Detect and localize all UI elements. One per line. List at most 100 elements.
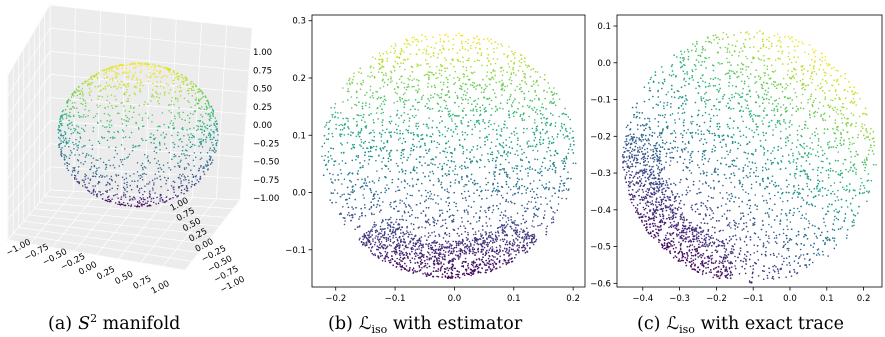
scatter-point	[526, 227, 528, 229]
scatter-point	[422, 256, 425, 259]
sphere-point	[191, 143, 194, 146]
scatter-point	[418, 264, 420, 267]
scatter-point	[532, 109, 534, 112]
scatter-point	[393, 223, 395, 226]
sphere-point	[148, 68, 150, 71]
scatter-point	[335, 123, 337, 126]
scatter-point	[540, 170, 543, 173]
sphere-point	[157, 167, 159, 170]
scatter-point	[516, 180, 519, 183]
scatter-point	[412, 132, 415, 134]
sphere-point	[199, 89, 202, 92]
scatter-point	[416, 91, 419, 94]
sphere-point	[154, 63, 156, 66]
scatter-point	[438, 131, 441, 134]
scatter-point	[347, 117, 349, 120]
scatter-point	[518, 250, 520, 252]
scatter-point	[387, 256, 390, 259]
sphere-point	[141, 178, 144, 181]
scatter-point	[456, 133, 459, 135]
sphere-point	[180, 182, 182, 184]
scatter-point	[330, 106, 332, 109]
sphere-point	[159, 198, 161, 200]
scatter-point	[549, 160, 551, 162]
scatter-point	[436, 275, 438, 278]
scatter-point	[369, 147, 372, 149]
sphere-point	[72, 92, 74, 95]
scatter-point	[435, 72, 437, 74]
sphere-point	[193, 110, 196, 113]
scatter-point	[470, 47, 472, 49]
scatter-point	[505, 241, 508, 244]
scatter-point	[506, 56, 509, 58]
scatter-point	[404, 241, 406, 243]
sphere-point	[158, 141, 161, 143]
scatter-point	[484, 127, 487, 130]
scatter-point	[343, 178, 346, 180]
scatter-point	[409, 241, 412, 244]
scatter-point	[399, 65, 401, 68]
sphere-point	[167, 104, 170, 106]
scatter-point	[513, 167, 516, 170]
sphere-point	[84, 186, 87, 188]
scatter-point	[430, 56, 432, 58]
scatter-point	[505, 261, 507, 264]
scatter-point	[404, 68, 406, 71]
scatter-point	[368, 155, 370, 158]
scatter-point	[366, 185, 369, 187]
sphere-point	[159, 144, 161, 146]
grid-line	[49, 120, 245, 136]
scatter-point	[525, 64, 527, 66]
sphere-point	[205, 100, 208, 102]
scatter-point	[434, 163, 436, 166]
scatter-point	[454, 182, 456, 184]
scatter-point	[376, 230, 379, 233]
scatter-point	[389, 151, 391, 154]
sphere-point	[74, 176, 76, 179]
sphere-point	[185, 157, 187, 160]
scatter-point	[433, 231, 436, 233]
scatter-point	[435, 65, 438, 68]
sphere-point	[202, 140, 204, 142]
scatter-point	[493, 47, 495, 50]
scatter-point	[481, 234, 484, 236]
sphere-point	[137, 205, 139, 208]
scatter-point	[334, 111, 337, 114]
scatter-point	[340, 133, 343, 136]
scatter-point	[529, 190, 532, 193]
scatter-point	[487, 98, 489, 100]
scatter-point	[545, 124, 547, 127]
sphere-point	[198, 145, 200, 147]
scatter-point	[463, 211, 466, 213]
scatter-point	[490, 236, 492, 239]
sphere-point	[120, 161, 123, 163]
scatter-point	[426, 258, 428, 261]
sphere-point	[125, 71, 127, 74]
sphere-point	[130, 107, 132, 109]
scatter-point	[506, 102, 509, 104]
sphere-point	[176, 97, 179, 100]
sphere-point	[113, 131, 115, 133]
scatter-point	[324, 126, 326, 128]
sphere-point	[144, 202, 147, 204]
scatter-point	[476, 265, 479, 268]
sphere-point	[146, 183, 148, 185]
sphere-point	[178, 90, 181, 93]
sphere-point	[62, 141, 65, 143]
scatter-point	[398, 246, 401, 248]
sphere-point	[70, 96, 73, 98]
scatter-point	[353, 143, 355, 146]
scatter-point	[380, 150, 383, 152]
scatter-point	[510, 60, 512, 62]
scatter-point	[433, 140, 436, 143]
sphere-point	[110, 86, 112, 88]
scatter-point	[449, 243, 451, 245]
scatter-point	[322, 174, 325, 177]
scatter-point	[359, 187, 362, 189]
scatter-point	[425, 134, 428, 136]
scatter-point	[509, 177, 511, 179]
sphere-point	[114, 202, 117, 204]
scatter-point	[524, 168, 527, 170]
scatter-point	[530, 85, 533, 87]
scatter-point	[571, 149, 573, 151]
